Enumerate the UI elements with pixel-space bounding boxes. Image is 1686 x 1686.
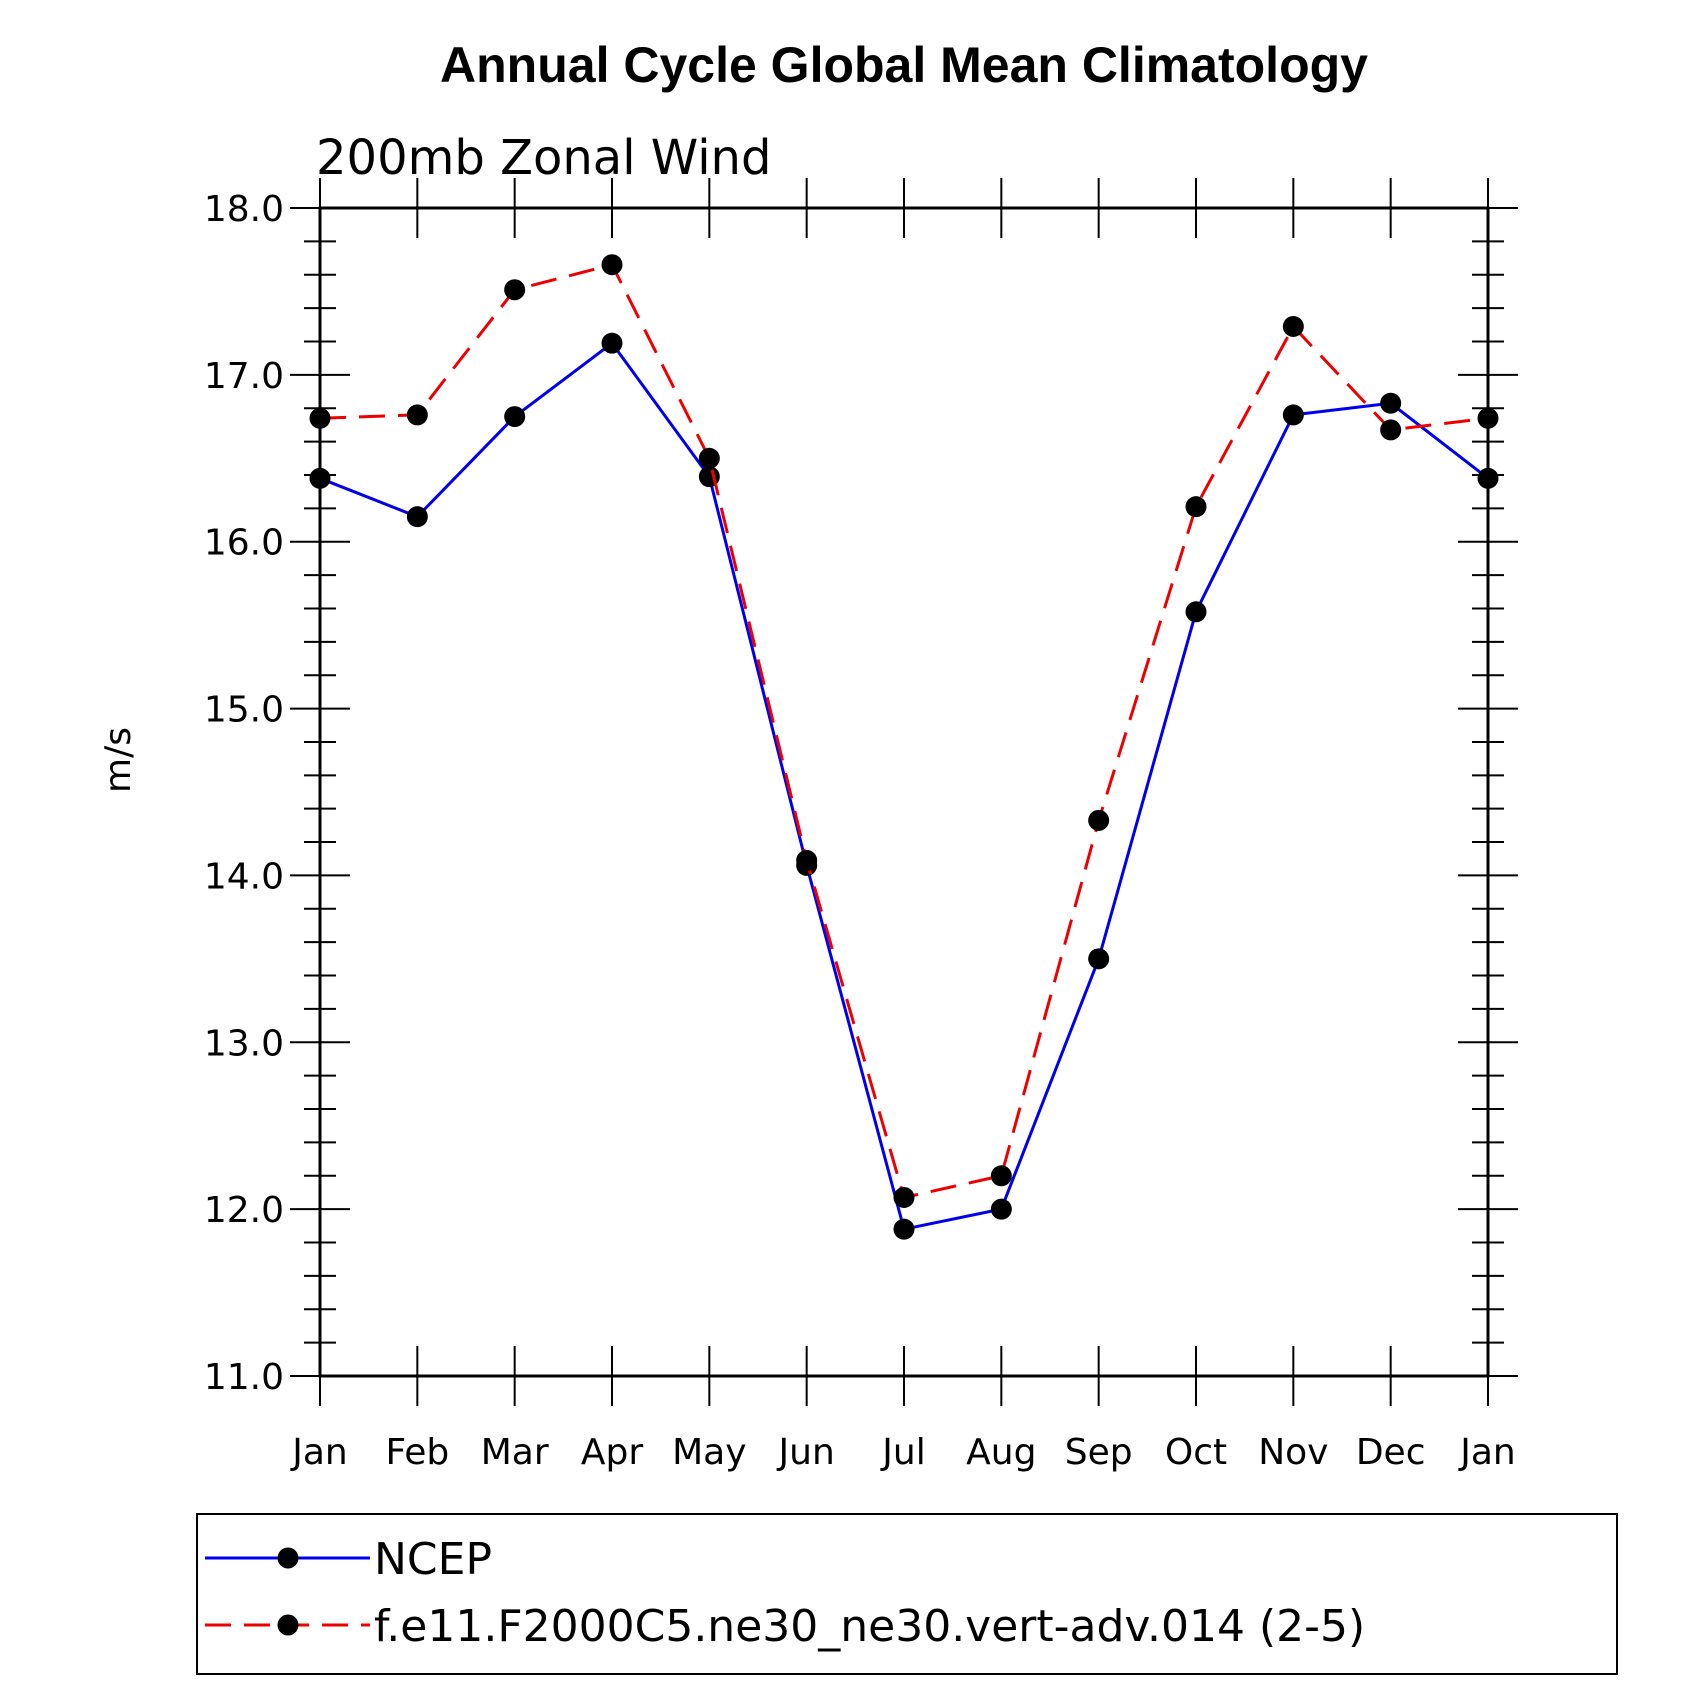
legend-box <box>196 1513 1618 1675</box>
y-tick-label: 11.0 <box>204 1357 284 1398</box>
data-point <box>309 407 331 429</box>
data-point <box>601 254 623 276</box>
chart-subtitle: 200mb Zonal Wind <box>316 130 771 186</box>
data-point <box>504 279 526 301</box>
x-tick-label: Jan <box>1458 1432 1516 1473</box>
x-tick-label: May <box>672 1432 746 1473</box>
data-point <box>893 1218 915 1240</box>
data-point <box>1185 601 1207 623</box>
data-point <box>698 447 720 469</box>
x-tick-label: Aug <box>966 1432 1036 1473</box>
data-point <box>1282 404 1304 426</box>
data-point <box>990 1165 1012 1187</box>
y-tick-label: 12.0 <box>204 1190 284 1231</box>
legend-label: f.e11.F2000C5.ne30_ne30.vert-adv.014 (2-… <box>374 1601 1365 1652</box>
data-point <box>406 506 428 528</box>
data-point <box>1088 948 1110 970</box>
plot-area: 11.0 12.0 13.0 14.0 15.0 16.0 17.0 18.0 Jan Feb Ma… <box>204 178 1518 1473</box>
y-tick-label: 15.0 <box>204 690 284 731</box>
y-tick-label: 17.0 <box>204 356 284 397</box>
data-point <box>406 404 428 426</box>
data-point <box>1088 809 1110 831</box>
y-tick-label: 14.0 <box>204 856 284 897</box>
legend-label: NCEP <box>374 1534 492 1585</box>
x-tick-label: Jan <box>290 1432 348 1473</box>
data-point <box>893 1186 915 1208</box>
y-axis-label: m/s <box>98 727 139 793</box>
x-tick-label: Feb <box>385 1432 449 1473</box>
series-line <box>319 263 1489 1199</box>
x-tick-label: Nov <box>1258 1432 1328 1473</box>
data-point <box>309 467 331 489</box>
series-1 <box>309 332 1499 1240</box>
legend-marker <box>277 1614 299 1636</box>
data-point <box>1380 392 1402 414</box>
series-2 <box>309 254 1499 1208</box>
chart-title: Annual Cycle Global Mean Climatology <box>440 37 1368 93</box>
data-point <box>1477 407 1499 429</box>
x-tick-label: Jun <box>777 1432 835 1473</box>
x-tick-label: Apr <box>581 1432 643 1473</box>
data-point <box>504 406 526 428</box>
data-point <box>796 849 818 871</box>
series-line <box>319 341 1489 1231</box>
y-tick-label: 13.0 <box>204 1023 284 1064</box>
data-point <box>601 332 623 354</box>
y-tick-label: 16.0 <box>204 523 284 564</box>
x-tick-label: Dec <box>1356 1432 1426 1473</box>
data-point <box>1380 419 1402 441</box>
data-point <box>1477 467 1499 489</box>
x-tick-label: Jul <box>880 1432 925 1473</box>
y-tick-label: 18.0 <box>204 189 284 230</box>
legend: NCEP f.e11.F2000C5.ne30_ne30.vert-adv.014… <box>196 1513 1618 1675</box>
x-tick-label: Oct <box>1165 1432 1227 1473</box>
x-tick-label: Mar <box>481 1432 549 1473</box>
data-point <box>1185 496 1207 518</box>
legend-marker <box>277 1547 299 1569</box>
series-layer <box>309 254 1499 1240</box>
x-tick-label: Sep <box>1065 1432 1133 1473</box>
data-point <box>1282 315 1304 337</box>
data-point <box>990 1198 1012 1220</box>
